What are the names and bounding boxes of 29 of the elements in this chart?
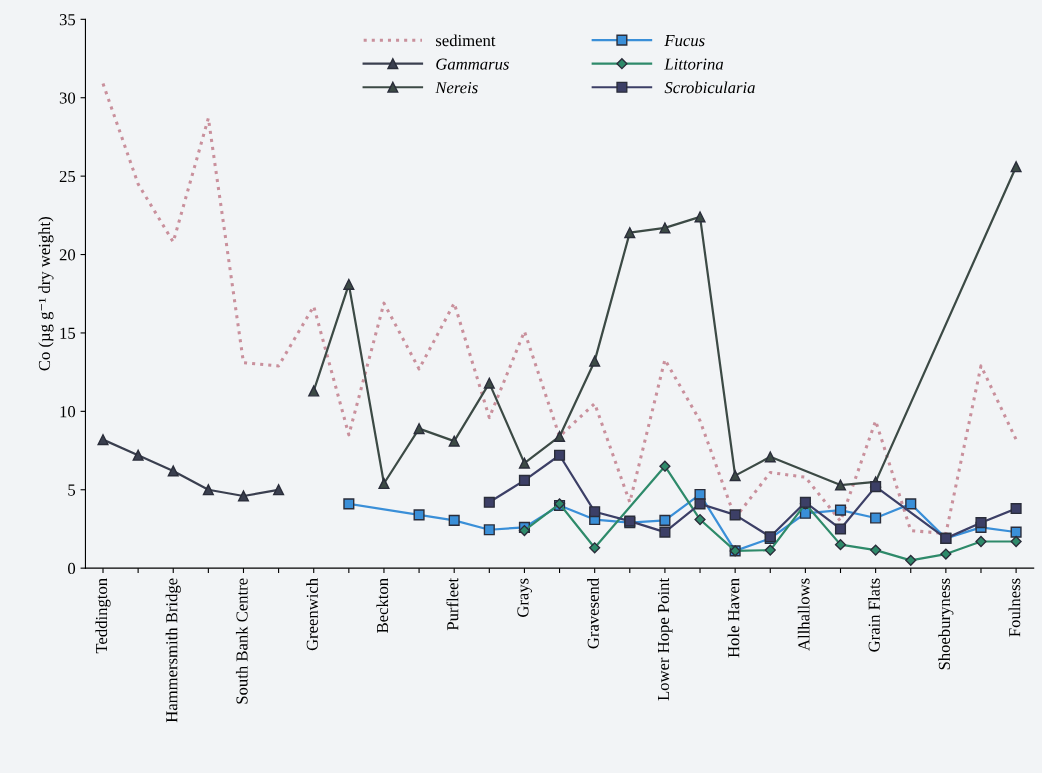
legend-label: Nereis xyxy=(435,82,478,94)
y-tick-label: 10 xyxy=(60,406,76,418)
x-tick-label: Allhallows xyxy=(797,578,810,651)
x-tick-label: Lower Hope Point xyxy=(657,577,673,701)
x-tick-label: South Bank Centre xyxy=(235,578,248,704)
y-axis-title: Co (µg g⁻¹ dry weight) xyxy=(38,217,54,371)
x-tick-label: Shoeburyness xyxy=(938,578,954,670)
legend-label: sediment xyxy=(436,34,496,47)
y-tick-label: 30 xyxy=(59,92,76,104)
legend-label: Gammarus xyxy=(436,58,509,70)
y-tick-label: 20 xyxy=(59,249,76,261)
x-tick-label: Purfleet xyxy=(446,577,459,631)
x-tick-label: Grays xyxy=(517,578,532,617)
y-tick-label: 25 xyxy=(59,170,76,183)
x-tick-label: Hammersmith Bridge xyxy=(165,578,181,723)
x-tick-label: Gravesend xyxy=(587,578,599,649)
x-tick-label: Hole Haven xyxy=(727,578,740,658)
legend-label: Fucus xyxy=(664,35,705,47)
legend-label: Littorina xyxy=(664,58,724,70)
y-tick-label: 35 xyxy=(59,14,76,26)
x-tick-label: Greenwich xyxy=(306,578,318,651)
x-tick-label: Grain Flats xyxy=(868,578,880,652)
y-tick-label: 5 xyxy=(68,484,76,496)
y-tick-label: 15 xyxy=(60,327,76,339)
y-tick-label: 0 xyxy=(68,562,76,575)
x-tick-label: Foulness xyxy=(1008,578,1021,637)
x-tick-label: Beckton xyxy=(376,578,389,633)
x-tick-label: Teddington xyxy=(95,578,111,654)
legend-label: Scrobicularia xyxy=(664,81,755,94)
